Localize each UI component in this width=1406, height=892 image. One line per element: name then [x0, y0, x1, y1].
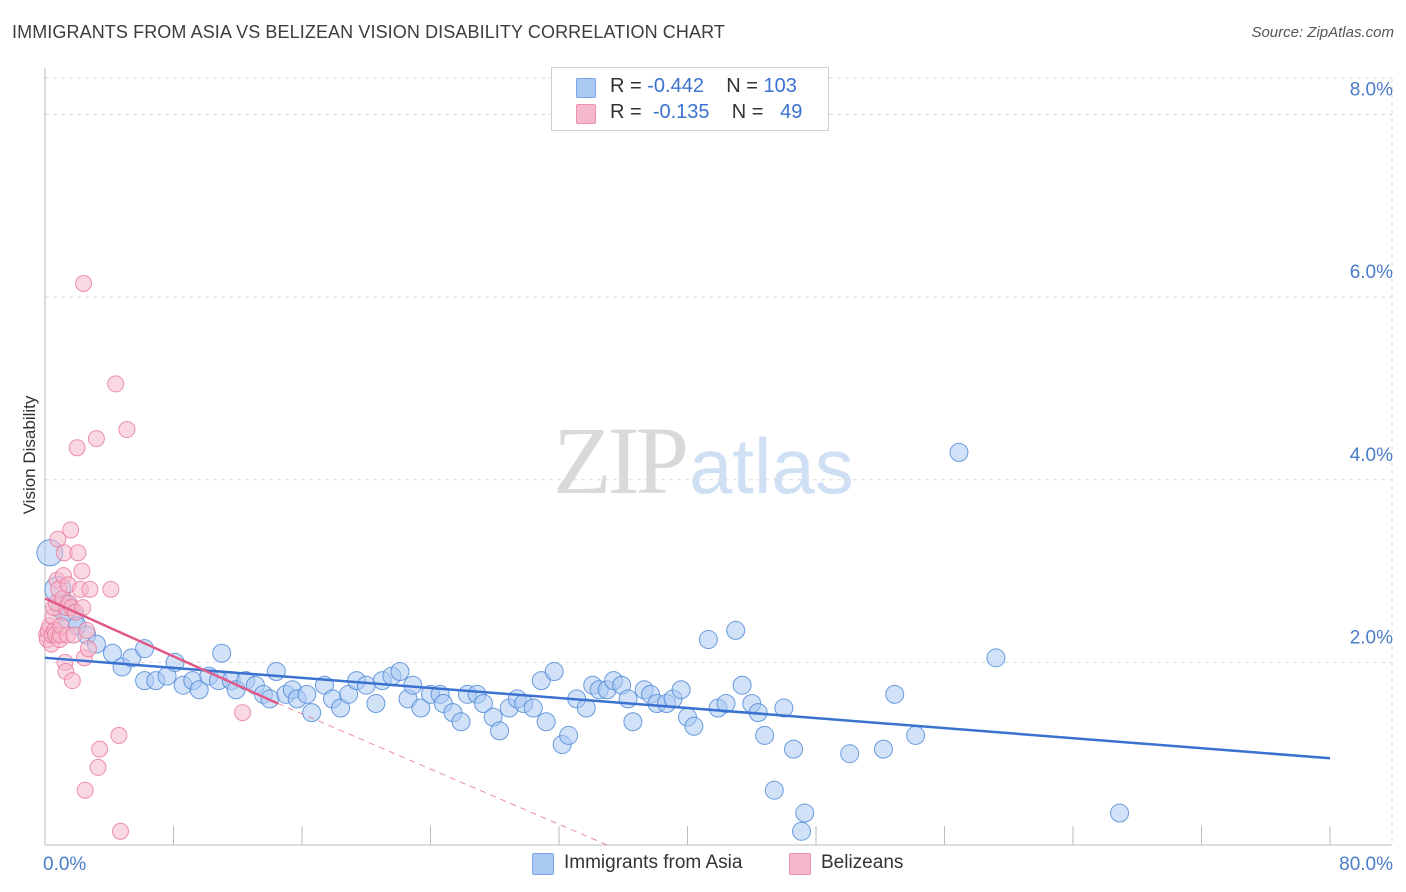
x-tick-label-0: 0.0%: [43, 854, 86, 875]
point-asia-84: [716, 693, 736, 713]
trend-lines: [44, 597, 1331, 846]
point-asia-101: [1110, 803, 1130, 823]
legend-n-label: N =: [726, 75, 758, 97]
point-asia-95: [840, 744, 860, 764]
point-asia-20: [212, 643, 232, 663]
point-belizean-26: [62, 521, 80, 539]
point-belizean-42: [87, 430, 105, 448]
point-asia-72: [618, 689, 638, 709]
y-tick-label-3: 8.0%: [1350, 80, 1393, 101]
x-tick-label-1: 80.0%: [1339, 854, 1393, 875]
point-asia-82: [698, 630, 718, 650]
legend-n-label: N =: [731, 101, 764, 123]
point-asia-62: [544, 662, 564, 682]
point-belizean-47: [110, 726, 128, 744]
point-belizean-39: [78, 621, 96, 639]
bottom-legend-swatch-belizean: [789, 853, 811, 875]
point-asia-85: [726, 620, 746, 640]
point-asia-27: [266, 662, 286, 682]
point-belizean-32: [69, 544, 87, 562]
point-belizean-36: [75, 274, 93, 292]
point-asia-17: [189, 680, 209, 700]
legend-text-asia: R = -0.442 N = 103: [610, 75, 797, 98]
point-asia-42: [390, 662, 410, 682]
point-belizean-12: [49, 530, 67, 548]
point-asia-73: [623, 712, 643, 732]
point-belizean-49: [118, 421, 136, 439]
legend-r-label: R =: [610, 75, 642, 97]
source-label: Source: ZipAtlas.com: [1251, 24, 1394, 41]
point-asia-50: [451, 712, 471, 732]
point-asia-55: [490, 721, 510, 741]
point-asia-64: [559, 725, 579, 745]
trend-line-belizean-extension: [277, 703, 608, 846]
point-asia-89: [755, 725, 775, 745]
legend-text-belizean: R = -0.135 N = 49: [610, 101, 802, 124]
legend-swatch-asia: [576, 78, 596, 98]
point-belizean-28: [63, 672, 81, 690]
point-belizean-38: [76, 781, 94, 799]
legend-r-value: -0.135: [652, 101, 710, 123]
point-asia-59: [523, 698, 543, 718]
legend-n-value: 49: [780, 101, 803, 123]
point-belizean-44: [91, 740, 109, 758]
grid-lines: [45, 77, 1393, 845]
point-belizean-46: [107, 375, 125, 393]
point-asia-61: [536, 712, 556, 732]
point-belizean-50: [234, 704, 252, 722]
axes: [44, 68, 1392, 846]
legend-r-value: -0.442: [647, 75, 704, 97]
tick-labels: 2.0% 4.0% 6.0% 8.0% 0.0% 80.0%: [43, 80, 1393, 875]
y-axis-label: Vision Disability: [20, 395, 39, 514]
point-asia-81: [684, 716, 704, 736]
point-asia-94: [795, 803, 815, 823]
point-asia-93: [792, 821, 812, 841]
legend-n-value: 103: [763, 75, 797, 97]
legend-box: R = -0.442 N = 103 R = -0.135 N = 49: [551, 67, 829, 131]
point-asia-97: [885, 684, 905, 704]
y-tick-label-2: 6.0%: [1350, 262, 1393, 283]
point-asia-100: [986, 648, 1006, 668]
point-belizean-34: [73, 562, 91, 580]
point-asia-91: [774, 698, 794, 718]
point-asia-32: [302, 703, 322, 723]
point-asia-9: [122, 648, 142, 668]
bottom-legend-swatch-asia: [532, 853, 554, 875]
point-asia-96: [873, 739, 893, 759]
point-asia-53: [474, 693, 494, 713]
y-tick-label-1: 4.0%: [1350, 445, 1393, 466]
point-asia-79: [671, 680, 691, 700]
point-asia-60: [531, 671, 551, 691]
legend-r-label: R =: [610, 101, 642, 123]
point-asia-39: [366, 693, 386, 713]
point-asia-92: [784, 739, 804, 759]
point-belizean-48: [111, 822, 129, 840]
point-belizean-31: [68, 439, 86, 457]
bottom-legend-label-asia: Immigrants from Asia: [564, 852, 743, 873]
point-asia-98: [906, 725, 926, 745]
point-asia-31: [297, 684, 317, 704]
point-asia-38: [356, 675, 376, 695]
point-belizean-45: [102, 580, 120, 598]
bottom-legend-label-belizean: Belizeans: [821, 852, 904, 873]
point-asia-86: [732, 675, 752, 695]
y-tick-label-0: 2.0%: [1350, 627, 1393, 648]
trend-line-belizean: [44, 597, 279, 705]
data-points: [36, 274, 1130, 841]
point-belizean-43: [89, 758, 107, 776]
point-belizean-40: [79, 640, 97, 658]
point-asia-90: [764, 780, 784, 800]
point-belizean-41: [81, 580, 99, 598]
chart-title: IMMIGRANTS FROM ASIA VS BELIZEAN VISION …: [12, 22, 725, 42]
legend-swatch-belizean: [576, 104, 596, 124]
trend-line-asia: [44, 656, 1331, 760]
point-asia-45: [411, 698, 431, 718]
point-asia-99: [949, 442, 969, 462]
